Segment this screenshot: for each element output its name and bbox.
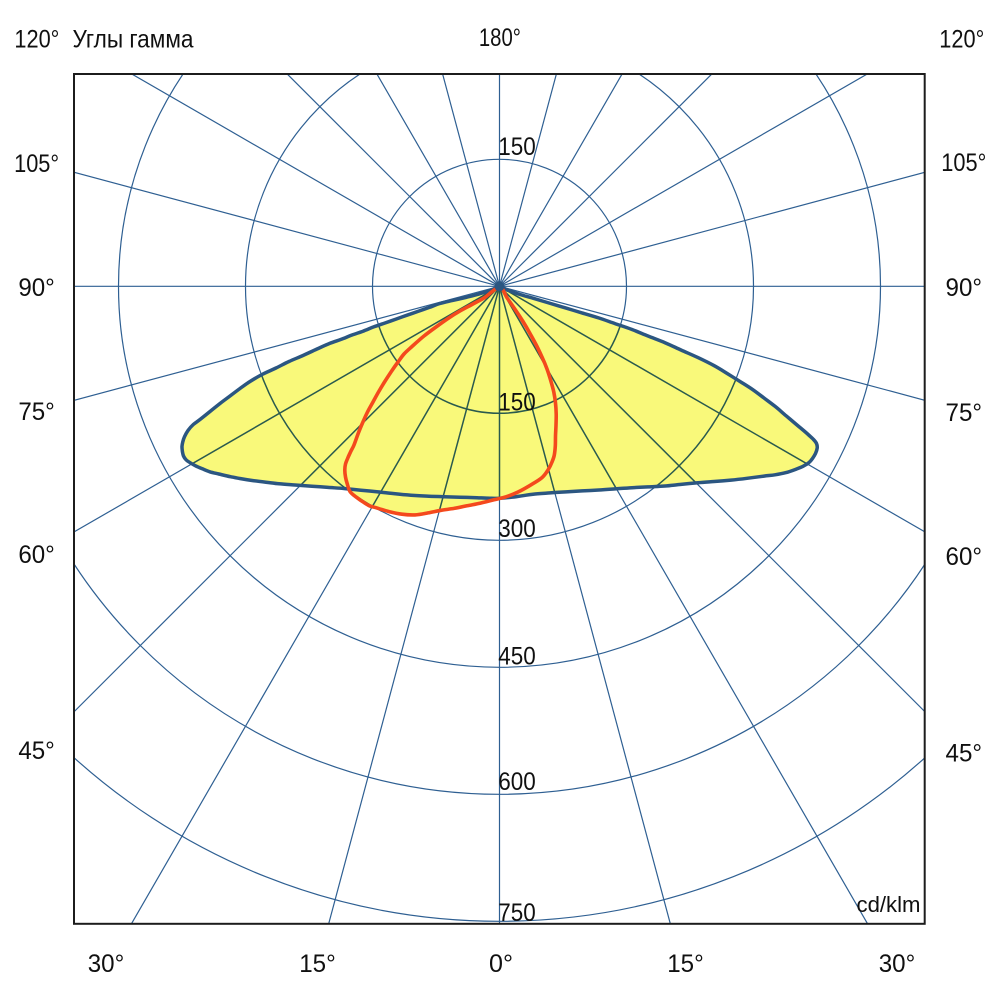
- svg-text:150: 150: [498, 389, 536, 417]
- svg-text:90°: 90°: [946, 274, 983, 302]
- svg-text:180°: 180°: [479, 24, 521, 52]
- svg-text:750: 750: [498, 899, 536, 927]
- svg-text:120°: 120°: [939, 26, 984, 54]
- svg-text:30°: 30°: [879, 950, 916, 978]
- svg-text:150: 150: [498, 133, 536, 161]
- svg-text:15°: 15°: [299, 950, 336, 978]
- svg-text:105°: 105°: [14, 150, 59, 178]
- svg-text:60°: 60°: [18, 541, 55, 569]
- svg-text:75°: 75°: [946, 399, 983, 427]
- svg-text:30°: 30°: [88, 950, 125, 978]
- svg-text:300: 300: [498, 515, 536, 543]
- svg-text:75°: 75°: [18, 398, 55, 426]
- svg-text:450: 450: [498, 643, 536, 671]
- svg-text:45°: 45°: [18, 737, 55, 765]
- svg-text:120°: 120°: [14, 26, 59, 54]
- svg-text:60°: 60°: [946, 543, 983, 571]
- svg-text:Углы гамма: Углы гамма: [73, 26, 194, 54]
- svg-text:0°: 0°: [489, 950, 513, 978]
- svg-text:15°: 15°: [667, 950, 704, 978]
- svg-text:105°: 105°: [941, 149, 986, 177]
- svg-text:600: 600: [498, 768, 536, 796]
- svg-text:45°: 45°: [946, 739, 983, 767]
- svg-text:cd/klm: cd/klm: [857, 892, 921, 917]
- svg-text:90°: 90°: [18, 274, 55, 302]
